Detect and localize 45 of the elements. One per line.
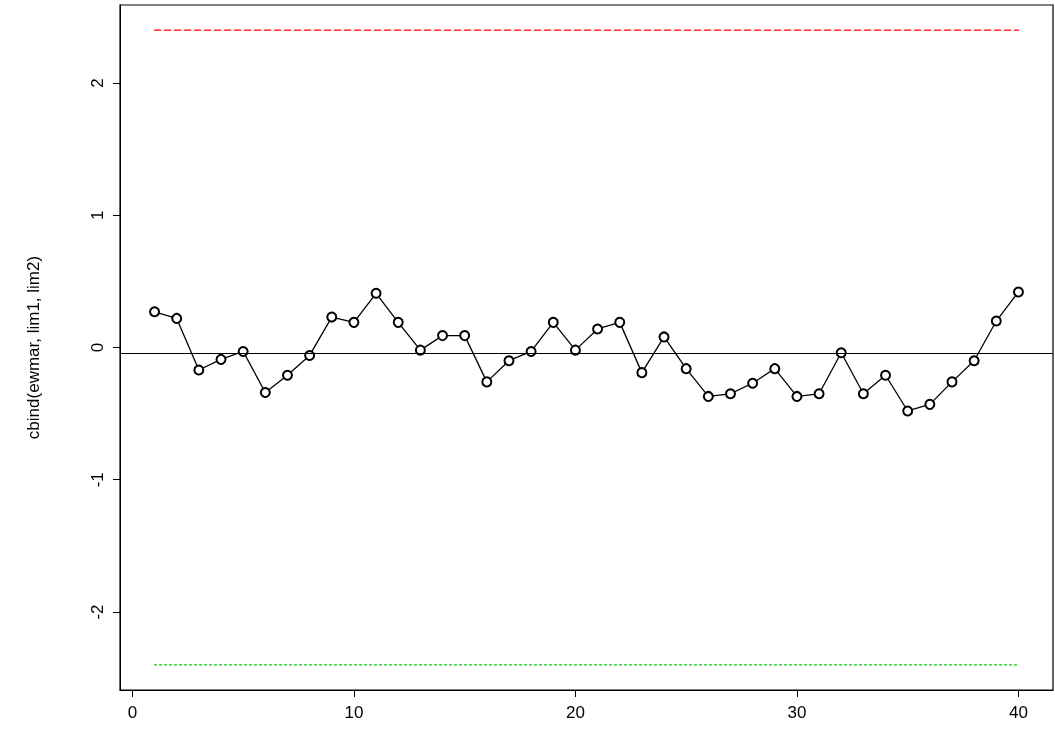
point	[592, 323, 604, 335]
point	[193, 364, 205, 376]
point	[724, 388, 736, 400]
point	[281, 369, 293, 381]
point	[968, 355, 980, 367]
point	[614, 316, 626, 328]
y-tick-label: 2	[88, 78, 107, 88]
point	[326, 311, 338, 323]
point	[348, 316, 360, 328]
y-tick-label: -1	[88, 472, 107, 488]
x-tick-label: 0	[127, 703, 138, 722]
point	[481, 376, 493, 388]
point	[636, 367, 648, 379]
y-axis-title: cbind(ewmar, lim1, lim2)	[24, 255, 43, 440]
point	[880, 369, 892, 381]
x-tick-label: 40	[1008, 703, 1028, 722]
point	[370, 287, 382, 299]
point	[857, 388, 869, 400]
x-tick-label: 30	[787, 703, 807, 722]
point	[680, 363, 692, 375]
point	[769, 363, 781, 375]
point	[658, 331, 670, 343]
point	[503, 355, 515, 367]
point	[392, 316, 404, 328]
x-tick-label: 10	[344, 703, 364, 722]
point	[215, 353, 227, 365]
point	[946, 376, 958, 388]
point	[149, 306, 161, 318]
x-tick-label: 20	[565, 703, 585, 722]
point	[1012, 286, 1024, 298]
point	[171, 312, 183, 324]
point	[902, 405, 914, 417]
point	[437, 330, 449, 342]
point	[459, 330, 471, 342]
point	[924, 398, 936, 410]
point	[791, 390, 803, 402]
y-tick-label: 0	[88, 342, 107, 353]
point	[813, 388, 825, 400]
y-tick-label: 1	[88, 210, 107, 220]
y-tick-label: -2	[88, 604, 107, 620]
point	[747, 377, 759, 389]
point	[990, 315, 1002, 327]
point	[259, 386, 271, 398]
point	[702, 390, 714, 402]
point	[547, 316, 559, 328]
